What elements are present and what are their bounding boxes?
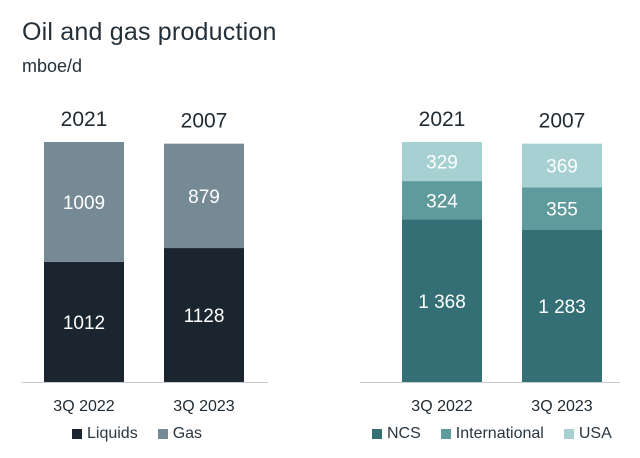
bar-segment [44, 142, 124, 262]
legend-left: Liquids Gas [72, 425, 202, 443]
legend-right: NCS International USA [372, 425, 612, 443]
chart-unit-label: mboe/d [22, 56, 83, 76]
data-label: 1009 [63, 193, 105, 214]
chart-title: Oil and gas production [22, 18, 277, 46]
bar-segment [522, 143, 602, 188]
data-label: 369 [546, 157, 578, 178]
bar-segment [44, 261, 124, 382]
x-tick-label: 3Q 2022 [411, 398, 472, 415]
bar-segment [402, 142, 482, 182]
legend-swatch [372, 429, 382, 439]
legend-item: Gas [157, 425, 203, 443]
data-label: 879 [188, 187, 220, 208]
legend-label: NCS [387, 425, 421, 442]
bar-segment [522, 229, 602, 382]
bar-segment [402, 181, 482, 220]
legend-label: International [455, 425, 544, 442]
legend-item: USA [563, 425, 612, 443]
bar-segment [164, 143, 244, 249]
legend-label: Liquids [87, 425, 138, 442]
total-label: 2021 [61, 108, 108, 131]
data-label: 1 368 [418, 292, 466, 313]
legend-swatch [440, 429, 451, 439]
x-tick-label: 3Q 2023 [173, 398, 234, 415]
bar-segment [164, 248, 244, 382]
x-tick-label: 3Q 2022 [53, 398, 114, 415]
data-label: 324 [426, 191, 458, 212]
data-label: 1012 [63, 313, 105, 334]
legend-label: Gas [172, 425, 203, 442]
x-tick-label: 3Q 2023 [531, 398, 592, 415]
total-label: 2007 [181, 110, 228, 133]
legend-swatch [157, 429, 168, 439]
data-label: 329 [426, 153, 458, 174]
bar-segment [522, 187, 602, 230]
legend-item: NCS [372, 425, 421, 443]
legend-label: USA [578, 425, 612, 442]
data-label: 1128 [184, 306, 225, 327]
total-label: 2021 [419, 108, 466, 131]
bar-segment [402, 219, 482, 382]
data-label: 1 283 [538, 297, 586, 318]
legend-item: Liquids [72, 425, 138, 443]
legend-item: International [440, 425, 544, 443]
legend-swatch [563, 429, 574, 439]
legend-swatch [72, 429, 82, 439]
total-label: 2007 [539, 110, 586, 133]
data-label: 355 [546, 200, 578, 221]
